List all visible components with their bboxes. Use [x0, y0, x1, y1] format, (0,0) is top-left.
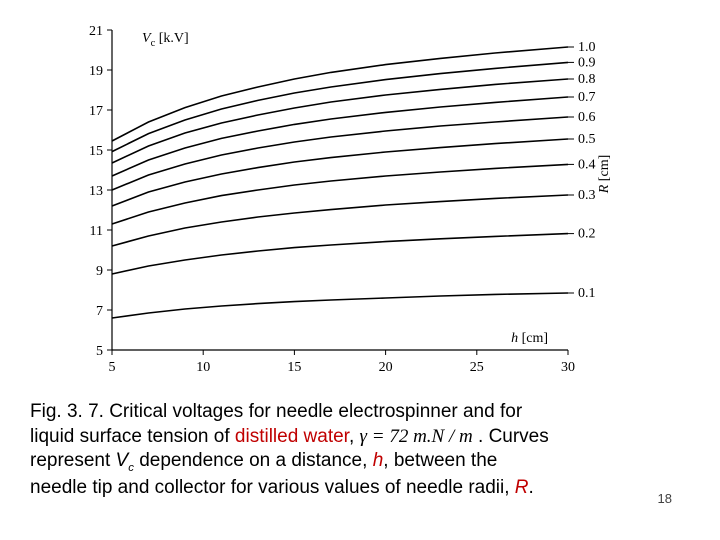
svg-text:10: 10	[196, 360, 210, 375]
chart-svg: 5 7 9 11 13 15 17 19 21 5 10 15 20 25 30 Vc [k.V] h [cm]…	[60, 20, 620, 380]
svg-text:5: 5	[109, 360, 116, 375]
caption-text: Critical voltages for needle electrospin…	[109, 401, 522, 422]
figure-caption: Fig. 3. 7. Critical voltages for needle …	[30, 400, 680, 501]
svg-text:0.2: 0.2	[578, 227, 596, 242]
svg-text:9: 9	[96, 264, 103, 279]
caption-text: , between the	[383, 450, 497, 471]
svg-text:0.1: 0.1	[578, 286, 596, 301]
distilled-water: distilled water	[235, 426, 349, 447]
svg-text:30: 30	[561, 360, 575, 375]
svg-text:15: 15	[89, 144, 103, 159]
caption-text: . Curves	[473, 426, 549, 447]
caption-text: ,	[349, 426, 360, 447]
caption-text: liquid surface tension of	[30, 426, 235, 447]
svg-text:0.6: 0.6	[578, 110, 596, 125]
svg-text:11: 11	[90, 224, 103, 239]
Vc-symbol: Vc	[116, 450, 134, 471]
surface-tension-eq: γ = 72 m.N / m	[360, 426, 473, 447]
caption-text: represent	[30, 450, 116, 471]
svg-text:0.3: 0.3	[578, 188, 596, 203]
svg-text:15: 15	[287, 360, 301, 375]
slide-page: 5 7 9 11 13 15 17 19 21 5 10 15 20 25 30 Vc [k.V] h [cm]…	[0, 0, 720, 540]
h-symbol: h	[373, 450, 384, 471]
svg-text:Vc [k.V]: Vc [k.V]	[142, 31, 189, 49]
svg-text:0.8: 0.8	[578, 72, 596, 87]
svg-text:13: 13	[89, 184, 103, 199]
page-number: 18	[658, 491, 672, 506]
caption-text: dependence on a distance,	[134, 450, 373, 471]
svg-text:0.7: 0.7	[578, 90, 596, 105]
svg-text:17: 17	[89, 104, 103, 119]
svg-text:7: 7	[96, 304, 103, 319]
svg-text:5: 5	[96, 344, 103, 359]
caption-text: .	[529, 477, 534, 498]
svg-text:0.9: 0.9	[578, 55, 596, 70]
R-symbol: R	[515, 477, 529, 498]
svg-text:19: 19	[89, 64, 103, 79]
svg-text:0.5: 0.5	[578, 132, 596, 147]
svg-text:h [cm]: h [cm]	[511, 331, 548, 346]
fig-label: Fig. 3. 7.	[30, 401, 109, 422]
svg-text:1.0: 1.0	[578, 40, 596, 55]
svg-text:20: 20	[379, 360, 393, 375]
svg-text:R [cm]: R [cm]	[597, 155, 612, 195]
svg-text:21: 21	[89, 24, 103, 39]
svg-text:25: 25	[470, 360, 484, 375]
critical-voltage-chart: 5 7 9 11 13 15 17 19 21 5 10 15 20 25 30 Vc [k.V] h [cm]…	[60, 20, 660, 385]
svg-text:0.4: 0.4	[578, 157, 596, 172]
caption-text: needle tip and collector for various val…	[30, 477, 515, 498]
